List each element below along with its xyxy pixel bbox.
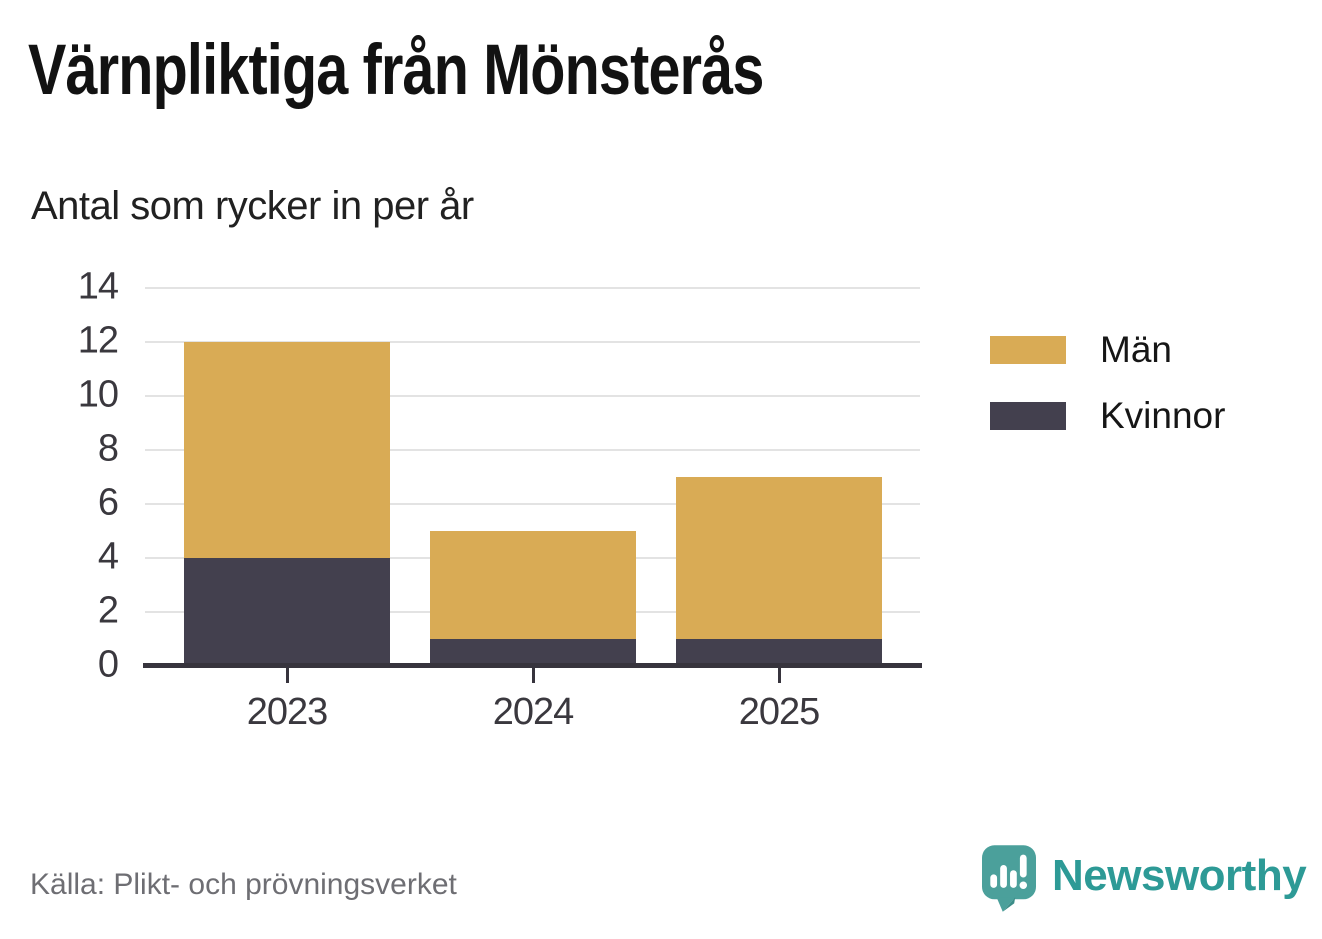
- y-axis-tick-label: 8: [97, 427, 119, 470]
- legend-label: Män: [1100, 329, 1172, 370]
- x-axis-tick-label: 2023: [246, 691, 329, 733]
- x-axis-tick: [285, 666, 289, 683]
- legend: Män Kvinnor: [990, 331, 1225, 463]
- bar-segment-2025-Kvinnor: [676, 638, 882, 666]
- bar-segment-2025-Män: [676, 476, 882, 639]
- gridline-y14: [145, 286, 920, 289]
- chart-subtitle: Antal som rycker in per år: [31, 184, 474, 228]
- legend-item-Kvinnor: Kvinnor: [990, 397, 1225, 434]
- x-axis-tick-label: 2024: [492, 691, 575, 733]
- x-axis-tick-label: 2025: [738, 691, 821, 733]
- y-axis-tick-label: 6: [97, 481, 119, 524]
- y-axis-tick-label: 14: [77, 265, 119, 308]
- y-axis-tick-label: 12: [77, 319, 119, 362]
- legend-swatch: [990, 335, 1066, 364]
- x-axis-tick: [531, 666, 535, 683]
- newsworthy-logo-icon: [982, 845, 1036, 912]
- chart-title: Värnpliktiga från Mönsterås: [28, 31, 764, 110]
- legend-swatch: [990, 401, 1066, 430]
- newsworthy-logo: Newsworthy: [982, 845, 1307, 912]
- gridline-y10: [145, 394, 920, 397]
- y-axis-tick-label: 10: [77, 373, 119, 416]
- legend-item-Män: Män: [990, 331, 1225, 368]
- newsworthy-logo-text: Newsworthy: [1052, 851, 1307, 900]
- y-axis-tick-label: 2: [97, 589, 119, 632]
- gridline-y8: [145, 448, 920, 451]
- y-axis-tick-label: 4: [97, 535, 119, 578]
- y-axis-tick-label: 0: [97, 643, 119, 686]
- bar-segment-2023-Män: [184, 341, 390, 558]
- bar-segment-2024-Män: [430, 530, 636, 639]
- bar-segment-2024-Kvinnor: [430, 638, 636, 666]
- x-axis-line: [143, 663, 922, 668]
- gridline-y6: [145, 502, 920, 505]
- gridline-y12: [145, 340, 920, 343]
- source-text: Källa: Plikt- och prövningsverket: [30, 868, 457, 901]
- bar-segment-2023-Kvinnor: [184, 557, 390, 666]
- x-axis-tick: [777, 666, 781, 683]
- legend-label: Kvinnor: [1100, 395, 1226, 436]
